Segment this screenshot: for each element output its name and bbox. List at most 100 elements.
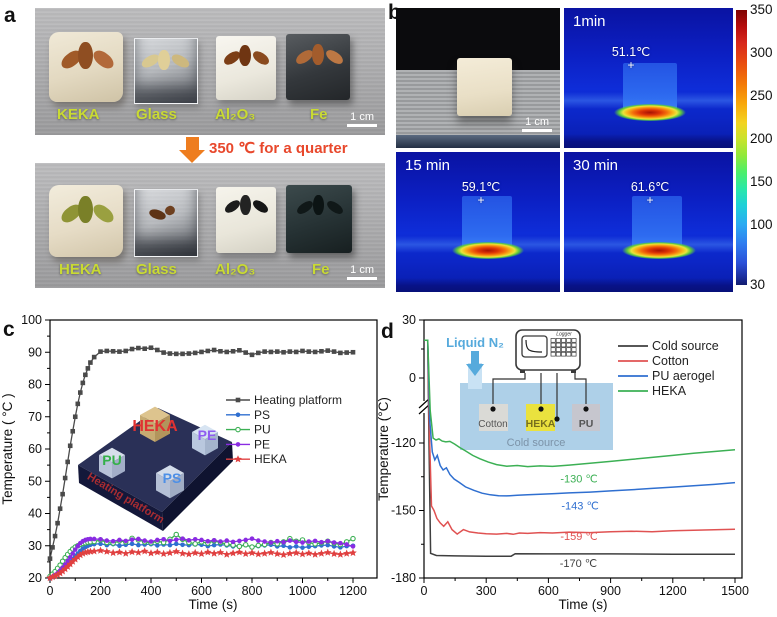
inset-cube-ps — [170, 473, 184, 499]
data-marker — [344, 542, 349, 547]
inset-label-ps: PS — [163, 470, 182, 486]
logger-keypad — [555, 338, 561, 343]
x-axis-title: Time (s) — [559, 597, 608, 612]
data-marker — [47, 556, 53, 561]
logger-keypad — [561, 347, 567, 352]
x-tick-label: 0 — [421, 584, 428, 598]
data-marker — [167, 351, 173, 356]
data-marker — [129, 346, 135, 352]
data-marker — [218, 539, 223, 544]
data-marker — [72, 414, 78, 420]
x-axis-title: Time (s) — [189, 597, 238, 612]
sample-label-heka: HEKA — [59, 261, 102, 278]
data-marker — [58, 567, 67, 575]
data-marker — [61, 565, 69, 573]
data-marker — [350, 535, 356, 542]
data-marker — [46, 574, 54, 582]
y-tick-label: 20 — [28, 571, 42, 585]
data-marker — [52, 533, 58, 539]
data-marker — [192, 541, 198, 547]
x-tick-label: 1200 — [659, 584, 687, 598]
leaf-decoration — [312, 44, 324, 65]
data-marker — [287, 545, 293, 550]
data-marker — [48, 573, 57, 581]
data-marker — [281, 539, 286, 545]
thermal-hot-band — [614, 104, 686, 121]
data-marker — [224, 349, 230, 355]
y-tick-label: 80 — [28, 378, 42, 392]
data-marker — [98, 349, 103, 354]
platform-front-right — [162, 442, 233, 531]
data-marker — [281, 349, 286, 355]
axes: 0 200 400 600 800 1000 1200 20 30 40 50 60 70 80 90 100… — [0, 313, 378, 612]
scale-bar: 1 cm — [522, 116, 552, 132]
data-marker — [268, 349, 274, 355]
data-marker — [55, 520, 60, 526]
colorbar-tick-label: 200 — [750, 130, 773, 146]
data-marker — [260, 549, 269, 557]
data-marker — [161, 350, 166, 355]
data-marker — [50, 545, 55, 550]
legend-label: Cold source — [652, 339, 719, 353]
data-marker — [103, 547, 111, 555]
temperature-value: 61.6℃ — [630, 180, 670, 194]
y-tick-label: -180 — [391, 571, 416, 585]
logger-keypad — [571, 351, 577, 357]
data-marker — [117, 543, 122, 549]
x-tick-label: 200 — [90, 584, 111, 598]
data-marker — [80, 380, 86, 386]
data-marker — [317, 549, 326, 557]
data-marker — [88, 360, 93, 365]
data-marker — [172, 547, 181, 555]
legend-label: PE — [254, 437, 270, 451]
data-marker — [338, 350, 343, 356]
data-marker — [98, 541, 103, 547]
logger-foot — [520, 370, 525, 373]
data-marker — [67, 555, 73, 560]
data-marker — [121, 549, 130, 557]
series-cotton — [424, 339, 736, 536]
data-marker — [147, 549, 155, 557]
data-marker — [140, 547, 149, 555]
data-marker — [237, 538, 242, 544]
data-marker — [293, 544, 299, 549]
data-marker — [57, 506, 63, 511]
legend-label: PU aerogel — [652, 369, 715, 383]
data-marker — [241, 549, 250, 557]
sample-photo: 1 cm — [396, 8, 560, 148]
logger-keypad — [566, 338, 572, 343]
sample-label-al2o3: Al₂O₃ — [215, 106, 256, 123]
data-marker — [75, 401, 81, 407]
logger-screen-curve — [525, 339, 543, 353]
data-marker — [173, 351, 179, 357]
data-marker — [180, 536, 185, 541]
data-marker — [205, 538, 211, 544]
data-marker — [68, 557, 77, 565]
data-marker — [287, 538, 293, 543]
data-marker — [136, 345, 141, 351]
inset-cube-pe — [192, 432, 205, 456]
data-marker — [249, 544, 255, 550]
y-axis-title: Temperature (°C) — [378, 397, 391, 501]
temperature-readout: 51.1℃ + — [591, 44, 671, 71]
scale-bar: 1 cm — [347, 111, 377, 127]
logger-keypad — [571, 347, 577, 352]
min-temperature-annotation: -130 ℃ — [560, 473, 597, 485]
sample-label-fe: Fe — [310, 106, 328, 123]
logger-keypad — [566, 351, 572, 357]
data-marker — [235, 548, 244, 556]
data-marker — [110, 348, 116, 354]
data-marker — [136, 542, 141, 548]
data-marker — [293, 349, 299, 355]
data-marker — [51, 572, 59, 580]
data-marker — [72, 547, 78, 552]
data-marker — [186, 351, 192, 356]
inset-cube-heka — [155, 415, 170, 442]
x-tick-label: 800 — [242, 584, 263, 598]
sensor-probe — [554, 416, 560, 422]
data-marker — [274, 538, 280, 544]
data-marker — [311, 550, 319, 558]
